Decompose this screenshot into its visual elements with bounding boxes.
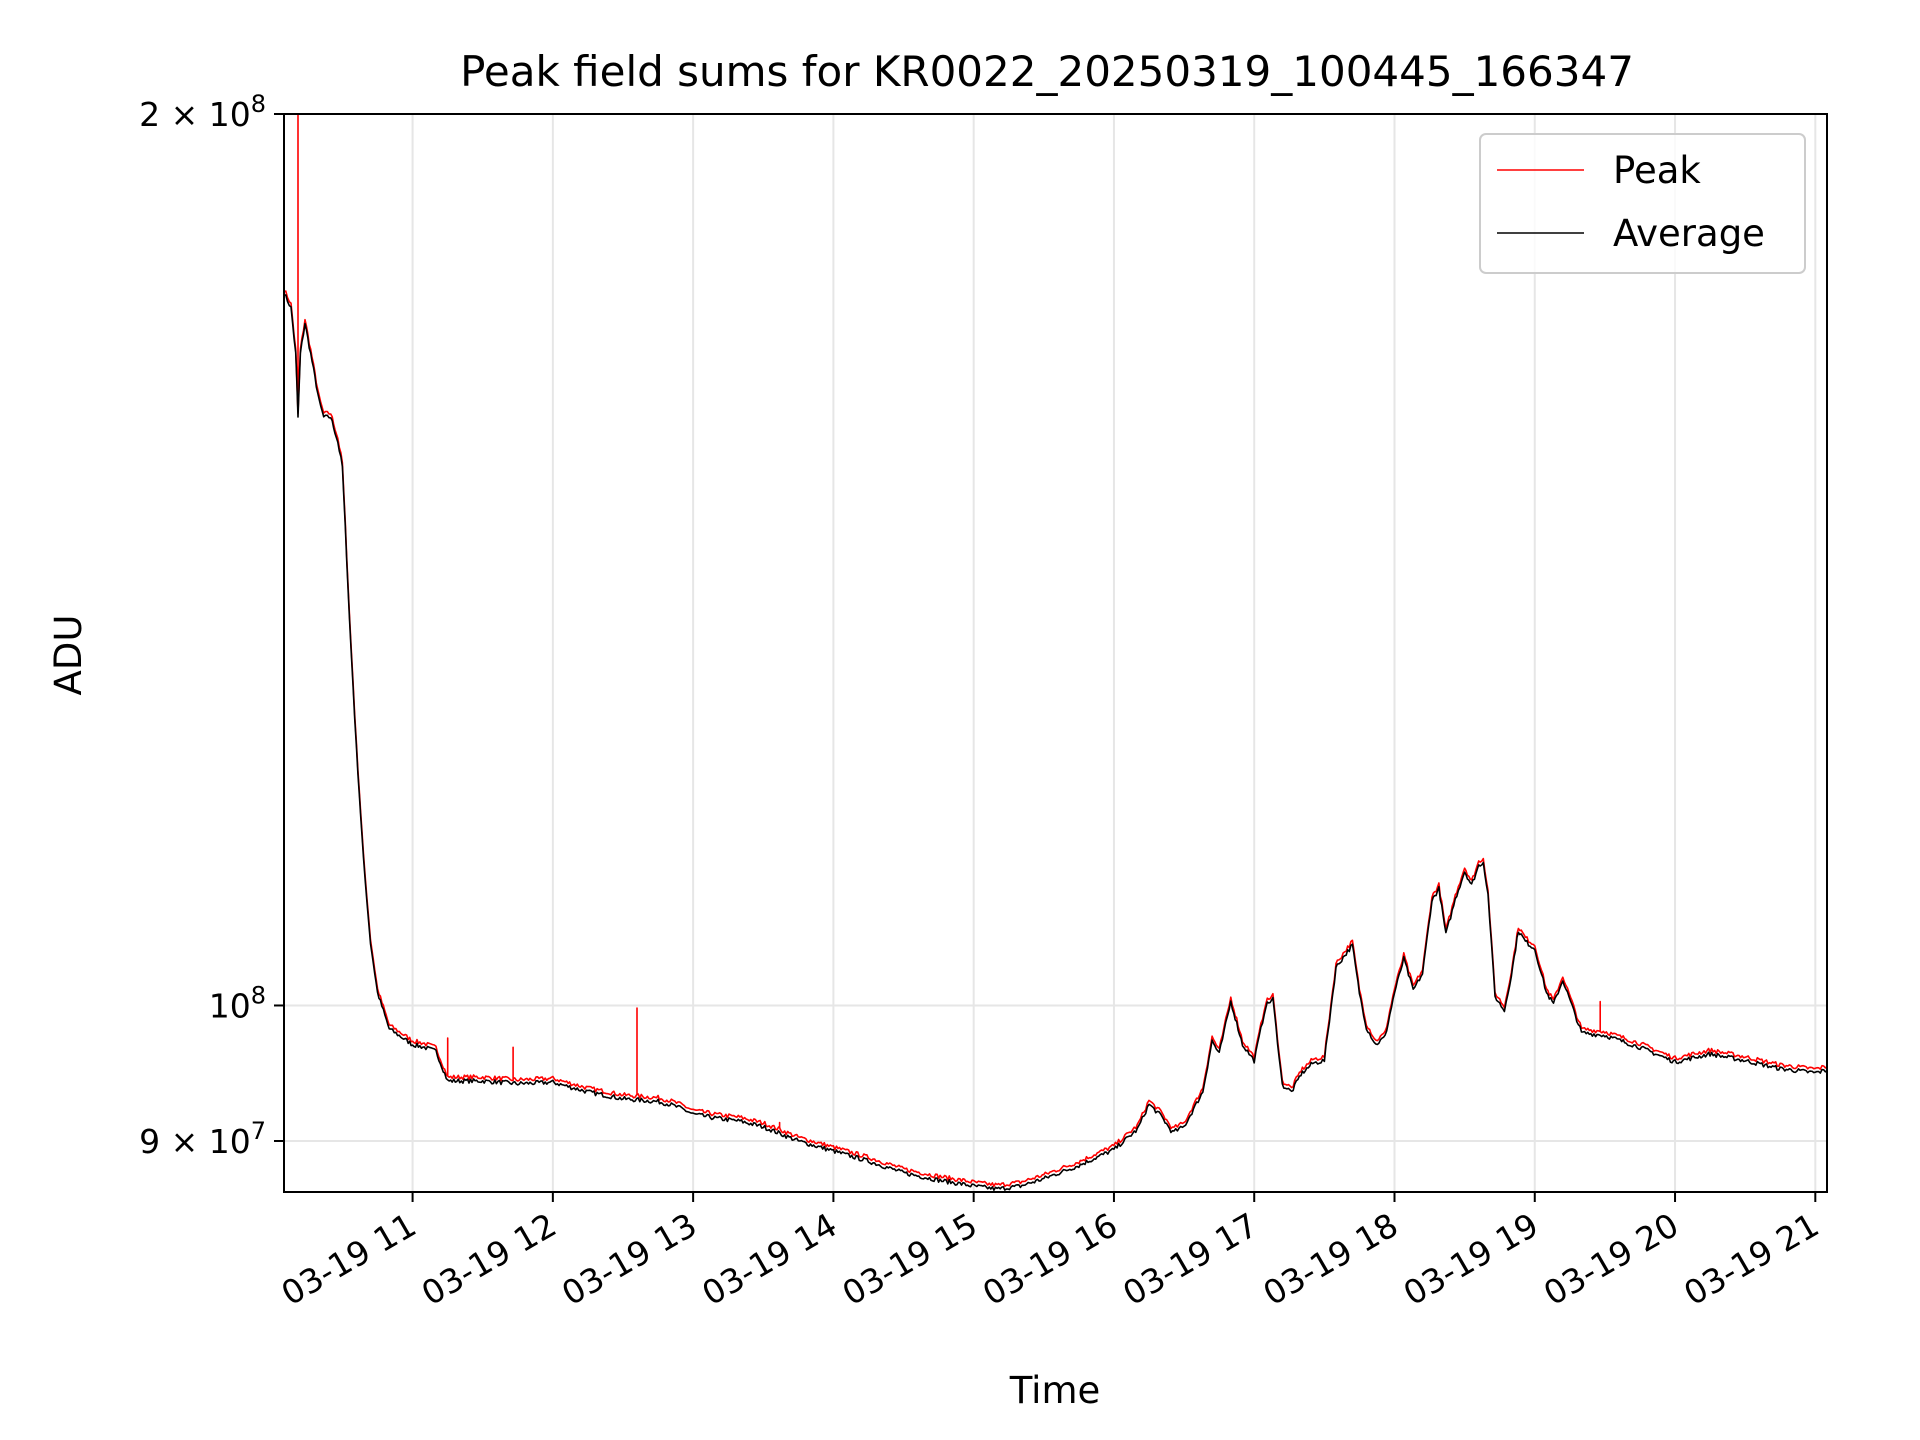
y-axis-ticks: 9 × 107 108 2 × 108 [139, 90, 284, 1161]
legend-box [1479, 133, 1806, 274]
grid [284, 114, 1827, 1192]
series-average-line [284, 294, 1827, 1191]
x-axis-label: Time [1009, 1369, 1101, 1412]
y-tick-label: 2 × 108 [139, 90, 266, 134]
series-peak-line [284, 114, 1827, 1188]
legend-peak-label: Peak [1613, 149, 1701, 192]
y-tick-label: 9 × 107 [139, 1117, 266, 1161]
y-tick-label: 108 [209, 981, 266, 1025]
legend-average-label: Average [1613, 212, 1765, 255]
legend: Peak Average [1479, 133, 1806, 274]
y-axis-label: ADU [47, 615, 90, 696]
plot-frame [283, 113, 1828, 1193]
chart-title: Peak field sums for KR0022_20250319_1004… [460, 47, 1634, 96]
